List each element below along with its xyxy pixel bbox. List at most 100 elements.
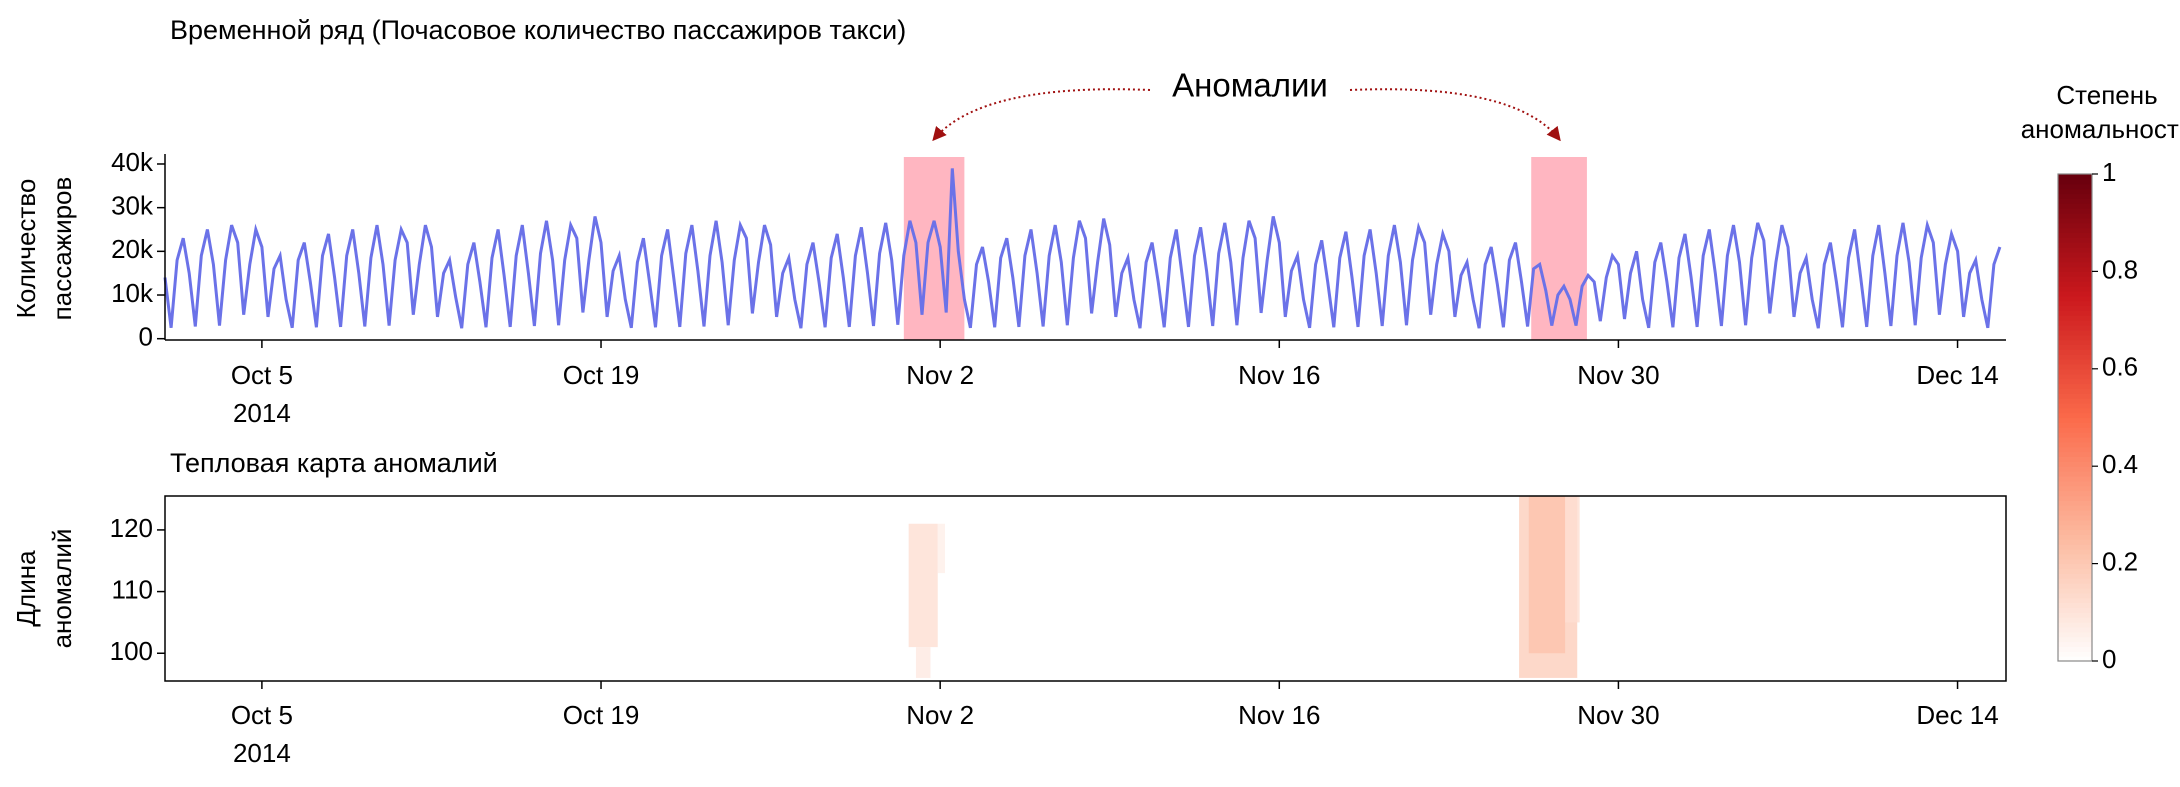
colorbar-step xyxy=(2058,578,2092,584)
colorbar-step xyxy=(2058,641,2092,647)
colorbar-step xyxy=(2058,373,2092,380)
colorbar-step xyxy=(2058,271,2092,277)
line-series xyxy=(163,168,2002,329)
colorbar-step xyxy=(2058,519,2092,526)
colorbar-step xyxy=(2058,607,2092,613)
colorbar-step xyxy=(2058,475,2092,482)
colorbar-step xyxy=(2058,349,2092,355)
colorbar-tick-label: 0.6 xyxy=(2102,352,2138,382)
x-tick-label: Nov 16 xyxy=(1238,700,1320,730)
colorbar-step xyxy=(2058,646,2092,652)
colorbar-step xyxy=(2058,256,2092,263)
colorbar-step xyxy=(2058,500,2092,506)
colorbar-step xyxy=(2058,544,2092,550)
colorbar-step xyxy=(2058,359,2092,365)
colorbar-step xyxy=(2058,626,2092,633)
y-tick-label: 30k xyxy=(111,191,154,221)
x-tick-label: Nov 30 xyxy=(1577,360,1659,390)
colorbar-step xyxy=(2058,174,2092,180)
x-year-label: 2014 xyxy=(233,398,291,428)
colorbar-step xyxy=(2058,441,2092,448)
heatmap-cells xyxy=(908,496,1580,678)
colorbar-step xyxy=(2058,402,2092,409)
colorbar-step xyxy=(2058,334,2092,341)
colorbar-step xyxy=(2058,324,2092,331)
colorbar-step xyxy=(2058,456,2092,462)
colorbar-step xyxy=(2058,592,2092,599)
colorbar-frame xyxy=(2057,173,2093,662)
colorbar-step xyxy=(2058,417,2092,423)
x-tick-label: Oct 19 xyxy=(563,700,640,730)
colorbar-step xyxy=(2058,631,2092,638)
colorbar-step xyxy=(2058,227,2092,234)
colorbar-step xyxy=(2058,446,2092,453)
y-tick-label: 100 xyxy=(110,636,153,666)
x-tick-label: Oct 5 xyxy=(231,360,293,390)
colorbar-step xyxy=(2058,222,2092,229)
colorbar-step xyxy=(2058,305,2092,311)
colorbar-step xyxy=(2058,388,2092,394)
colorbar-step xyxy=(2058,451,2092,458)
colorbar-step xyxy=(2058,656,2092,662)
colorbar-step xyxy=(2058,602,2092,609)
colorbar-tick-label: 0.2 xyxy=(2102,546,2138,576)
colorbar-step xyxy=(2058,568,2092,574)
chart-title: Временной ряд (Почасовое количество пасс… xyxy=(170,15,906,45)
colorbar-step xyxy=(2058,529,2092,535)
colorbar-step xyxy=(2058,490,2092,497)
colorbar-step xyxy=(2058,383,2092,389)
colorbar-step xyxy=(2058,300,2092,307)
colorbar-step xyxy=(2058,188,2092,195)
colorbar-tick-label: 0.8 xyxy=(2102,254,2138,284)
colorbar-title: Степень xyxy=(2056,80,2157,110)
annotation-arrow xyxy=(932,88,1151,142)
colorbar-step xyxy=(2058,466,2092,472)
colorbar-step xyxy=(2058,378,2092,385)
colorbar-step xyxy=(2058,495,2092,501)
colorbar-step xyxy=(2058,344,2092,350)
colorbar-step xyxy=(2058,354,2092,360)
colorbar-step xyxy=(2058,320,2092,326)
colorbar-title: аномальности xyxy=(2021,114,2180,144)
colorbar-tick-label: 0 xyxy=(2102,644,2116,674)
colorbar-step xyxy=(2058,232,2092,238)
y-tick-label: 20k xyxy=(111,234,154,264)
colorbar-step xyxy=(2058,281,2092,287)
colorbar-step xyxy=(2058,651,2092,657)
colorbar-step xyxy=(2058,622,2092,628)
colorbar-step xyxy=(2058,368,2092,375)
colorbar-step xyxy=(2058,583,2092,589)
x-tick-label: Nov 16 xyxy=(1238,360,1320,390)
colorbar-step xyxy=(2058,548,2092,555)
colorbar-step xyxy=(2058,193,2092,199)
heatmap-cell xyxy=(908,523,938,648)
colorbar-step xyxy=(2058,276,2092,282)
chart-title: Тепловая карта аномалий xyxy=(170,448,498,478)
y-tick-label: 110 xyxy=(112,574,153,604)
x-tick-label: Oct 5 xyxy=(231,700,293,730)
colorbar-step xyxy=(2058,398,2092,404)
colorbar-step xyxy=(2058,422,2092,428)
anomaly-region xyxy=(903,157,965,340)
colorbar-step xyxy=(2058,212,2092,219)
colorbar-step xyxy=(2058,461,2092,467)
heatmap-cell xyxy=(1528,496,1566,654)
x-tick-label: Nov 2 xyxy=(906,700,974,730)
colorbar-step xyxy=(2058,247,2092,253)
colorbar-tick-label: 1 xyxy=(2102,157,2116,187)
x-tick-label: Nov 30 xyxy=(1577,700,1659,730)
colorbar-step xyxy=(2058,539,2092,545)
heatmap-cell xyxy=(937,523,946,574)
colorbar-step xyxy=(2058,242,2092,248)
colorbar-step xyxy=(2058,310,2092,316)
colorbar-step xyxy=(2058,617,2092,623)
x-tick-label: Nov 2 xyxy=(906,360,974,390)
colorbar-step xyxy=(2058,217,2092,224)
y-axis-label: аномалий xyxy=(47,529,77,649)
colorbar-step xyxy=(2058,514,2092,521)
colorbar-step xyxy=(2058,510,2092,516)
y-tick-label: 40k xyxy=(111,147,154,177)
x-tick-label: Dec 14 xyxy=(1916,700,1998,730)
x-tick-label: Dec 14 xyxy=(1916,360,1998,390)
